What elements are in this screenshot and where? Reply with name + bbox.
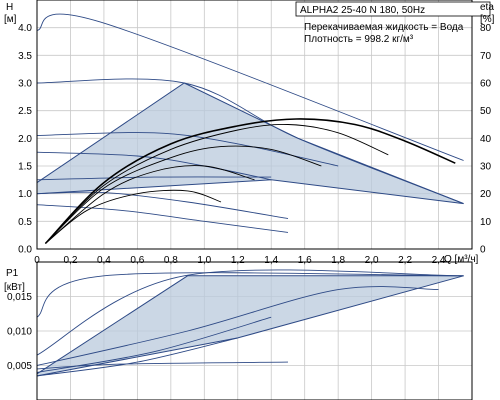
efficiency-curve bbox=[45, 189, 222, 244]
y-left-unit: [м] bbox=[4, 14, 17, 25]
efficiency-curve bbox=[44, 118, 456, 245]
y-tick-label: 3.5 bbox=[18, 51, 32, 62]
efficiency-curve bbox=[45, 145, 322, 244]
title-box bbox=[295, 1, 491, 17]
power-curve bbox=[36, 316, 272, 373]
head-curve bbox=[36, 176, 272, 181]
power-plot-frame bbox=[36, 261, 473, 400]
y-right-tick-label: 50 bbox=[480, 106, 492, 117]
y-tick-label: 0.5 bbox=[18, 217, 32, 228]
x-tick-label: 2,4 bbox=[432, 255, 446, 266]
x-tick-label: 2,0 bbox=[365, 255, 379, 266]
x-axis-label: Q [м³/ч] bbox=[444, 254, 479, 265]
y-right-tick-label: 40 bbox=[480, 134, 492, 145]
power-curve bbox=[36, 269, 464, 356]
y-right-tick-label: 80 bbox=[480, 23, 492, 34]
x-tick-label: 1,0 bbox=[197, 255, 211, 266]
x-tick-label: 1,4 bbox=[264, 255, 278, 266]
power-y-symbol: P1 bbox=[6, 268, 19, 279]
y-tick-label: 3.0 bbox=[18, 79, 32, 90]
x-tick-label: 2,2 bbox=[398, 255, 412, 266]
y-right-tick-label: 30 bbox=[480, 162, 492, 173]
y-right-tick-label: 0 bbox=[480, 245, 486, 256]
power-y-tick-label: 0,010 bbox=[7, 327, 32, 338]
y-right-symbol: eta bbox=[480, 2, 494, 13]
axes bbox=[36, 0, 473, 400]
x-tick-label: 0,4 bbox=[97, 255, 111, 266]
x-tick-label: 1,6 bbox=[298, 255, 312, 266]
power-y-tick-label: 0,015 bbox=[7, 292, 32, 303]
y-right-tick-label: 70 bbox=[480, 51, 492, 62]
power-curve bbox=[36, 272, 464, 318]
head-curve bbox=[36, 191, 289, 220]
head-curve bbox=[36, 204, 289, 233]
y-tick-label: 2.0 bbox=[18, 134, 32, 145]
y-right-tick-label: 10 bbox=[480, 217, 492, 228]
x-tick-label: 1,8 bbox=[331, 255, 345, 266]
x-tick-label: 1,2 bbox=[231, 255, 245, 266]
head-curve bbox=[36, 13, 464, 161]
power-series bbox=[36, 269, 464, 377]
chart-title: ALPHA2 25-40 N 180, 50Hz bbox=[300, 5, 425, 16]
y-tick-label: 0.0 bbox=[18, 245, 32, 256]
y-right-tick-label: 20 bbox=[480, 189, 492, 200]
power-y-unit: [кВт] bbox=[4, 282, 25, 293]
power-curve bbox=[36, 361, 289, 370]
y-tick-label: 4.0 bbox=[18, 23, 32, 34]
axis-labels: 0 0,2 0,4 0,6 0,8 1,0 1,2 1,4 1,6 1,8 2,0 2,2 2,4 0.0… bbox=[7, 23, 492, 372]
info-liquid: Перекачиваемая жидкость = Вода bbox=[304, 22, 464, 33]
power-y-tick-label: 0,005 bbox=[7, 361, 32, 372]
power-curve bbox=[36, 286, 439, 366]
x-tick-label: 0,8 bbox=[164, 255, 178, 266]
y-tick-label: 1.0 bbox=[18, 189, 32, 200]
head-plot-frame bbox=[36, 0, 473, 250]
y-right-tick-label: 60 bbox=[480, 79, 492, 90]
y-left-symbol: H bbox=[6, 2, 13, 13]
info-density: Плотность = 998.2 кг/м³ bbox=[304, 34, 414, 45]
power-operating-region bbox=[36, 275, 464, 377]
y-tick-label: 2.5 bbox=[18, 106, 32, 117]
power-curve bbox=[36, 337, 238, 377]
y-tick-label: 1.5 bbox=[18, 162, 32, 173]
x-tick-label: 0 bbox=[34, 255, 40, 266]
x-tick-label: 0,6 bbox=[130, 255, 144, 266]
efficiency-curve bbox=[45, 165, 255, 244]
x-tick-label: 0,2 bbox=[64, 255, 78, 266]
efficiency-curve bbox=[45, 123, 389, 244]
head-curve bbox=[36, 78, 464, 205]
head-series bbox=[36, 13, 464, 245]
y-right-unit: [%] bbox=[480, 14, 495, 25]
